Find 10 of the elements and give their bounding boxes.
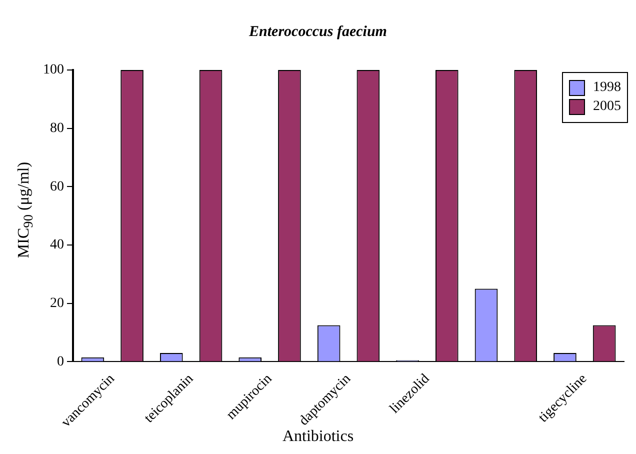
y-tick-label: 100 xyxy=(43,62,64,78)
y-tick-label: 60 xyxy=(50,179,64,194)
y-tick-label: 80 xyxy=(50,121,64,136)
legend-label: 2005 xyxy=(593,99,621,115)
y-tick-label: 0 xyxy=(57,354,64,370)
chart-title: Enterococcus faecium xyxy=(248,24,388,41)
y-tick-label: 40 xyxy=(50,238,64,253)
y-tick-label: 20 xyxy=(50,296,64,312)
x-axis-title: Antibiotics xyxy=(282,428,354,445)
legend-label: 1998 xyxy=(593,80,621,96)
